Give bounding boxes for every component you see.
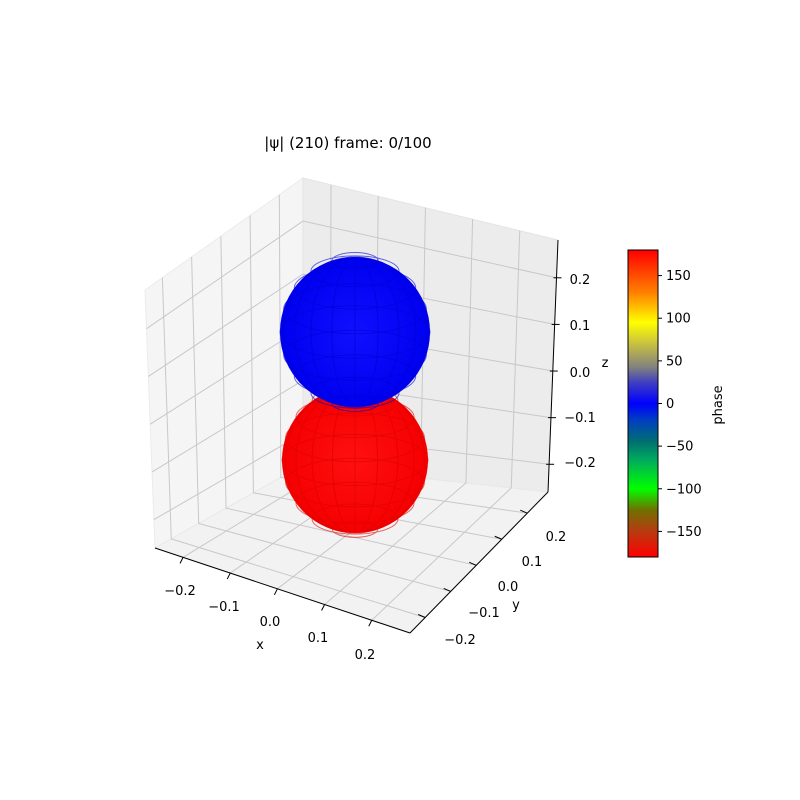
colorbar-gradient (627, 249, 659, 558)
y-tick (417, 614, 426, 618)
z-tick-label: −0.1 (564, 411, 596, 426)
y-axis-line (409, 491, 549, 634)
y-tick-label: 0.2 (546, 530, 567, 545)
y-gridline (249, 215, 502, 540)
chart-title: |ψ| (210) frame: 0/100 (264, 134, 431, 152)
x-gridline (324, 219, 474, 605)
y-tick (443, 587, 451, 592)
colorbar-tick-label: 150 (666, 269, 691, 284)
colorbar-tick-label: −50 (666, 440, 693, 455)
x-tick (273, 588, 278, 596)
x-tick (226, 572, 231, 580)
x-gridline (371, 230, 521, 621)
y-tick (469, 561, 477, 566)
x-tick (179, 557, 184, 564)
x-tick-label: 0.0 (260, 615, 281, 630)
y-gridline (161, 277, 426, 618)
colorbar-tick-label: −100 (666, 482, 702, 497)
x-tick-label: −0.1 (208, 600, 240, 615)
colorbar: 150 100 50 0 −50 −100 −150 phase (627, 249, 726, 558)
y-gridline (220, 236, 477, 566)
x-axis-label: x (256, 638, 264, 653)
z-tick-label: −0.2 (564, 456, 596, 471)
z-tick-label: 0.0 (570, 366, 591, 381)
y-gridline (191, 256, 451, 592)
surface-upper-lobe (279, 252, 431, 412)
y-tick (520, 509, 528, 514)
colorbar-tick-label: 0 (666, 397, 674, 412)
z-axis-line (547, 239, 559, 493)
y-tick-label: 0.1 (522, 555, 543, 570)
y-axis-label: y (512, 598, 520, 613)
z-tick-label: 0.1 (570, 319, 591, 334)
x-tick (321, 604, 326, 611)
y-tick-label: 0.0 (498, 580, 519, 595)
x-tick (368, 620, 373, 627)
x-tick-label: 0.2 (355, 648, 376, 663)
y-tick-label: −0.1 (468, 606, 500, 621)
colorbar-tick-label: −150 (666, 525, 702, 540)
colorbar-tick-label: 100 (666, 312, 691, 327)
z-axis-label: z (602, 356, 609, 371)
x-axis-line (154, 547, 411, 634)
y-tick-label: −0.2 (444, 633, 476, 648)
x-tick-label: 0.1 (308, 631, 329, 646)
colorbar-tick-label: 50 (666, 354, 683, 369)
x-tick-label: −0.2 (164, 584, 196, 599)
colorbar-label: phase (711, 385, 726, 424)
y-tick (494, 535, 502, 540)
y-gridline (278, 194, 528, 514)
surface-lower-lobe (281, 382, 429, 538)
z-tick-label: 0.2 (570, 273, 591, 288)
axes-3d: −0.2−0.10.00.10.2−0.2−0.10.00.10.2−0.2−0… (144, 177, 609, 663)
